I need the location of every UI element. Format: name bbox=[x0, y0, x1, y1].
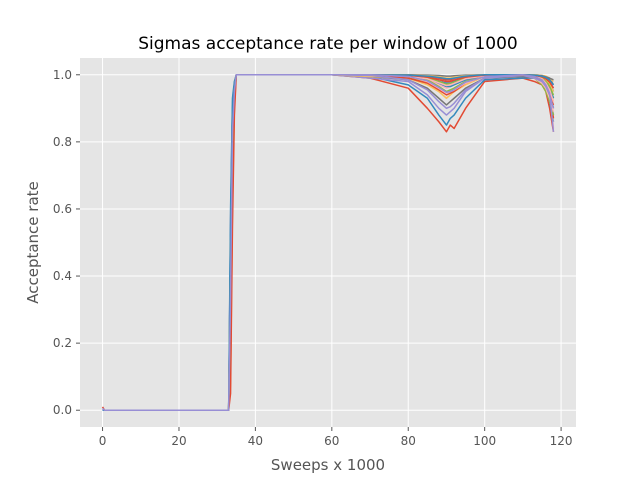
x-tick-label: 80 bbox=[401, 434, 416, 448]
x-tick-label: 40 bbox=[248, 434, 263, 448]
x-tick-label: 0 bbox=[99, 434, 107, 448]
y-tick-label: 0.6 bbox=[53, 202, 72, 216]
x-tick-label: 20 bbox=[171, 434, 186, 448]
x-axis-label: Sweeps x 1000 bbox=[271, 456, 385, 474]
series-line-24 bbox=[102, 74, 555, 411]
y-tick-label: 0.2 bbox=[53, 336, 72, 350]
y-tick-label: 0.0 bbox=[53, 403, 72, 417]
x-tick-label: 120 bbox=[550, 434, 573, 448]
x-tick-label: 100 bbox=[473, 434, 496, 448]
plot-background bbox=[80, 58, 576, 427]
series-group bbox=[101, 74, 555, 411]
y-tick-label: 1.0 bbox=[53, 68, 72, 82]
y-tick-label: 0.8 bbox=[53, 135, 72, 149]
x-ticks: 0 20 40 60 80 100 120 bbox=[99, 427, 573, 448]
chart-title: Sigmas acceptance rate per window of 100… bbox=[138, 34, 518, 54]
y-tick-label: 0.4 bbox=[53, 269, 72, 283]
x-tick-label: 60 bbox=[324, 434, 339, 448]
y-axis-label: Acceptance rate bbox=[24, 181, 42, 304]
y-ticks: 0.0 0.2 0.4 0.6 0.8 1.0 bbox=[53, 68, 80, 417]
